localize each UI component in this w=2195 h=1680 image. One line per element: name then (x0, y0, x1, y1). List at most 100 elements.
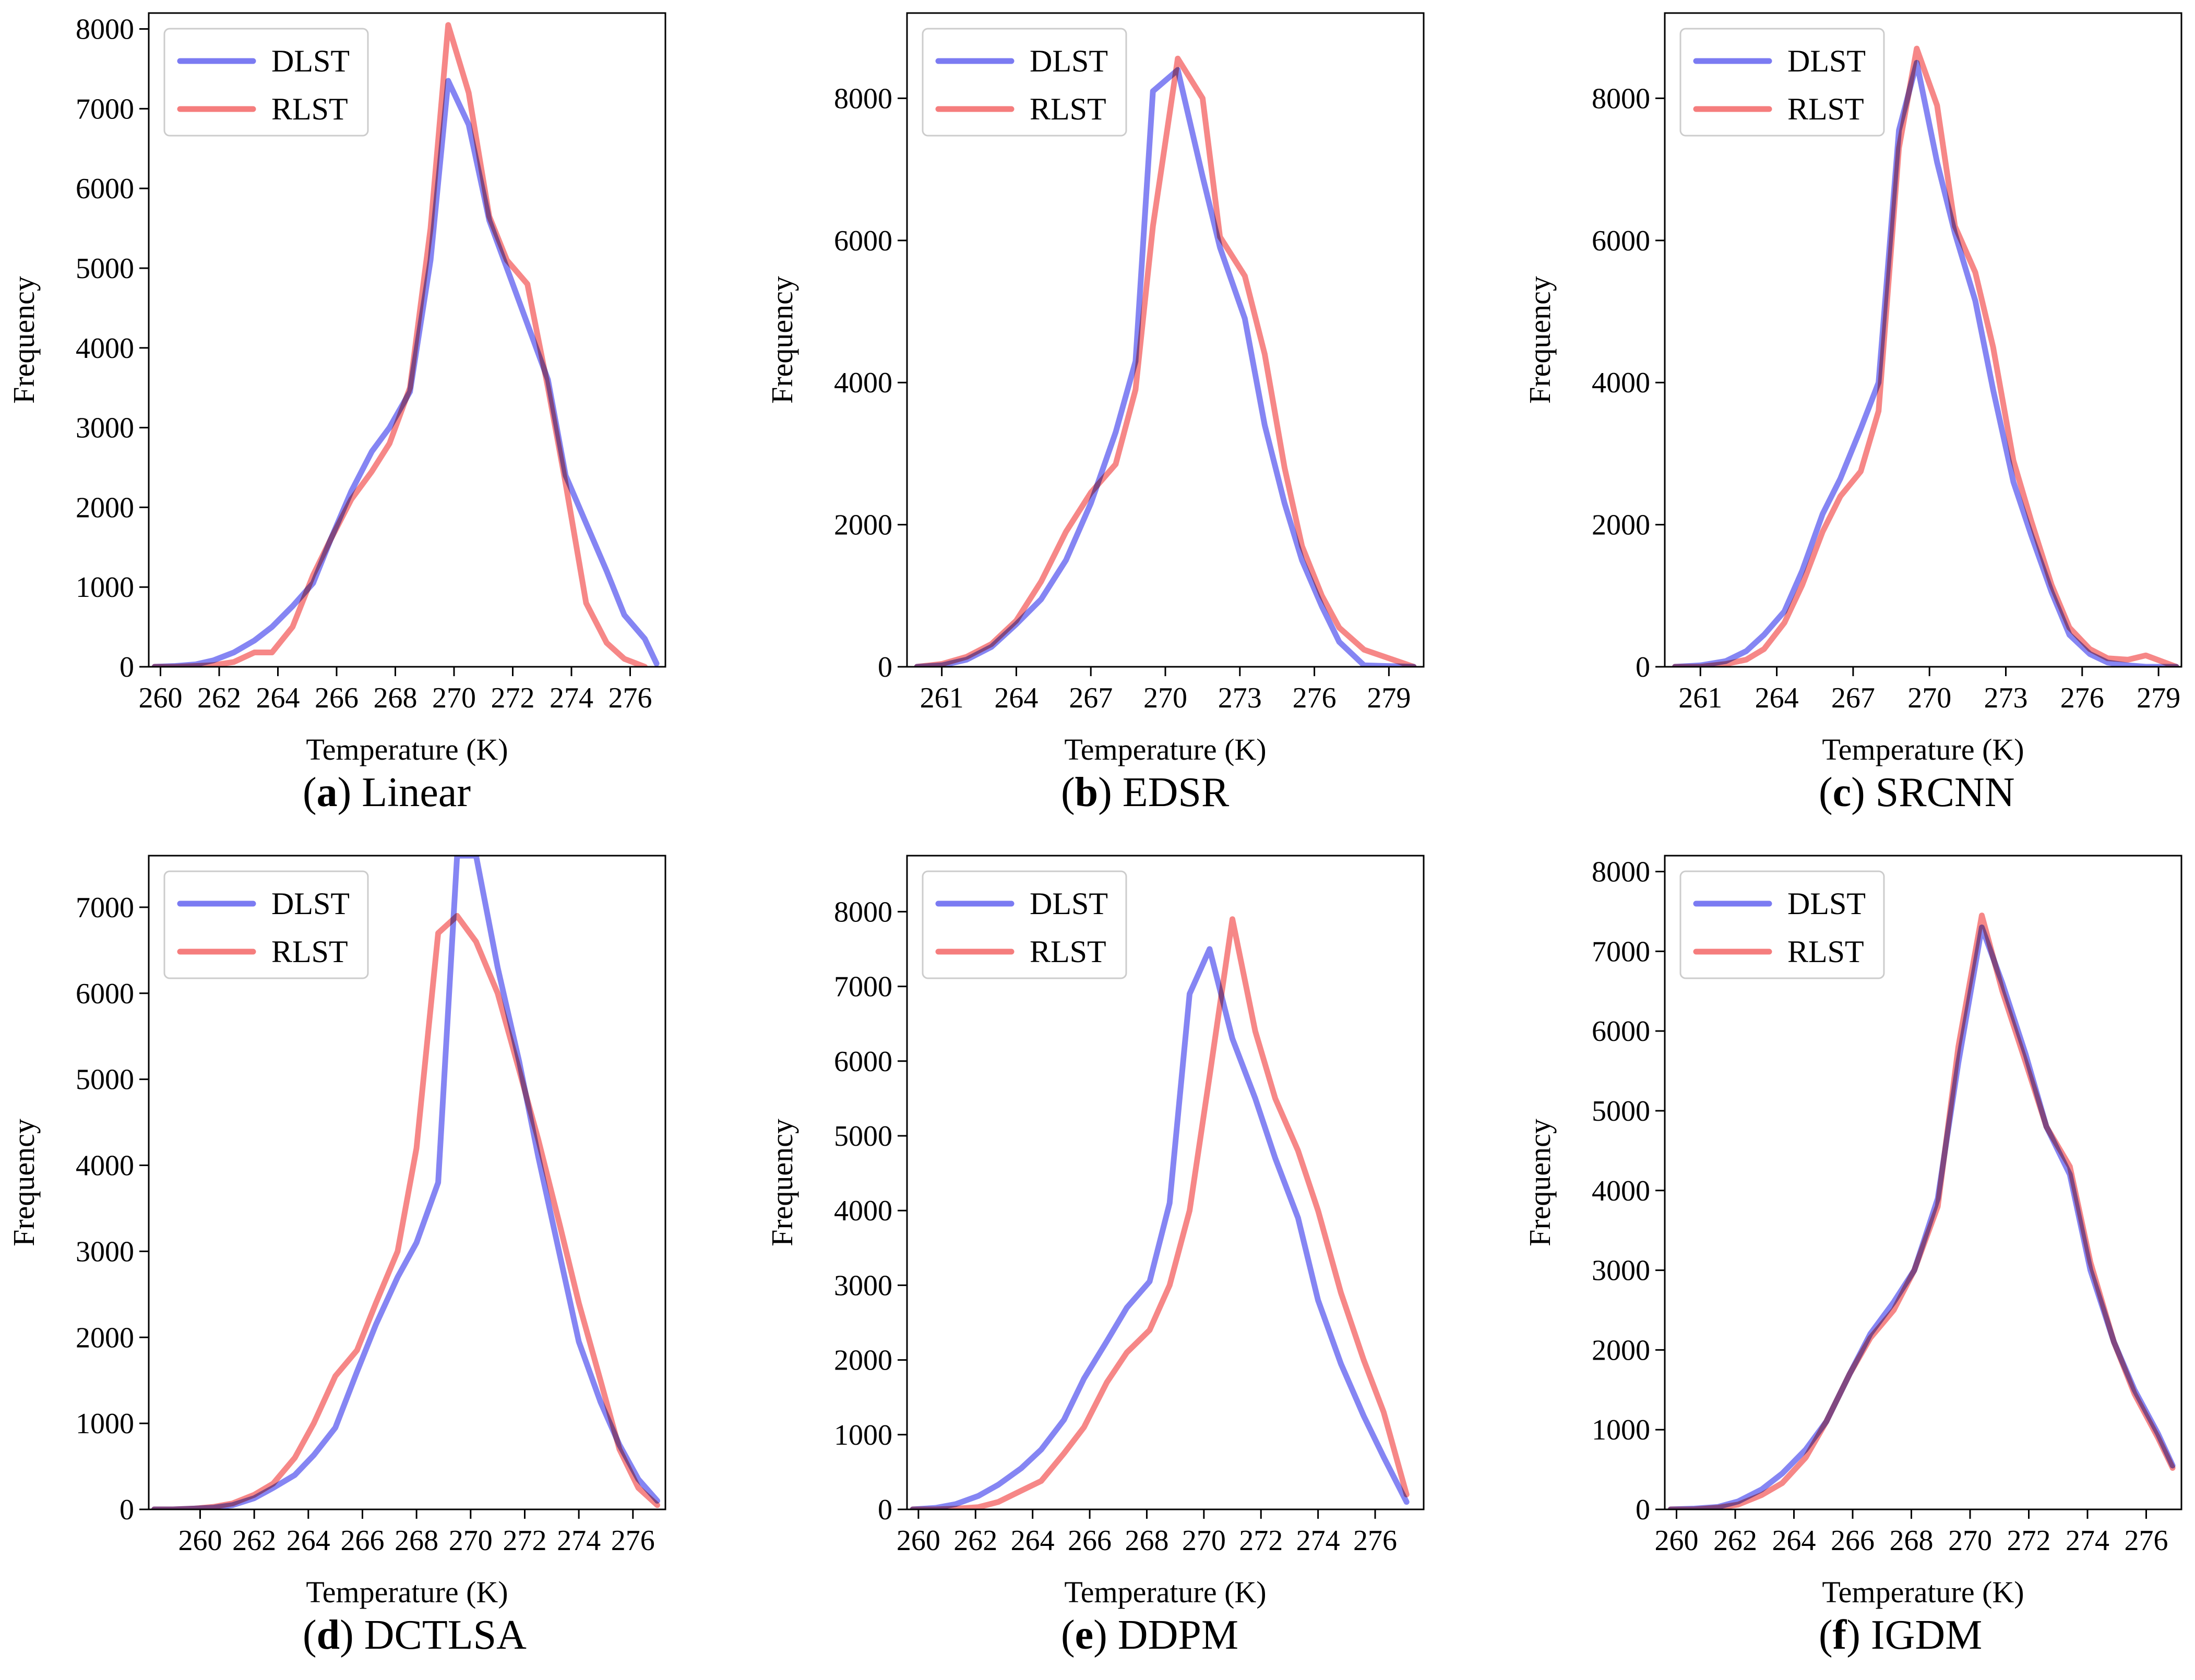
x-tick-label: 272 (2007, 1525, 2051, 1557)
x-tick-label: 264 (1755, 682, 1799, 714)
y-axis-label: Frequency (1523, 1119, 1557, 1246)
legend-label-dlst: DLST (1787, 886, 1866, 921)
y-tick-label: 6000 (1592, 225, 1650, 257)
series-line-rlst (914, 55, 1417, 667)
chart-panel-b: 261 264 267 270 273 276 279 0 2000 4000 6000 8000 Te… (765, 12, 1425, 815)
x-tick-label: 273 (1984, 682, 2027, 714)
series-line-rlst (910, 916, 1410, 1509)
y-tick-label: 6000 (834, 225, 892, 257)
legend-label-rlst: RLST (1030, 92, 1106, 126)
x-axis-label: Temperature (K) (1064, 733, 1266, 766)
y-tick-label: 6000 (1592, 1015, 1650, 1048)
legend-label-dlst: DLST (1030, 886, 1108, 921)
y-tick-label: 2000 (76, 1322, 134, 1354)
x-tick-label: 276 (609, 682, 652, 714)
x-tick-label: 268 (395, 1525, 438, 1557)
x-tick-label: 267 (1831, 682, 1875, 714)
legend-label-rlst: RLST (271, 934, 348, 969)
x-axis-label: Temperature (K) (1064, 1575, 1266, 1609)
y-tick-label: 0 (120, 651, 134, 683)
y-tick-label: 5000 (76, 1064, 134, 1096)
legend-label-dlst: DLST (1787, 44, 1866, 78)
series-line-dlst (910, 946, 1410, 1509)
y-tick-label: 8000 (76, 14, 134, 46)
x-tick-label: 270 (1143, 682, 1187, 714)
x-tick-label: 274 (2066, 1525, 2109, 1557)
x-tick-label: 279 (2137, 682, 2180, 714)
x-tick-label: 264 (994, 682, 1038, 714)
y-tick-label: 0 (120, 1494, 134, 1526)
x-tick-label: 276 (2060, 682, 2104, 714)
x-tick-label: 268 (374, 682, 417, 714)
series-line-dlst (1672, 59, 2179, 667)
y-tick-label: 8000 (834, 896, 892, 928)
x-tick-label: 266 (1831, 1525, 1875, 1557)
y-tick-label: 0 (1636, 1494, 1650, 1526)
chart-panel-f: 260 262 264 266 268 270 272 274 276 0 1000 2000 3000… (1523, 855, 2182, 1658)
y-tick-label: 8000 (1592, 856, 1650, 889)
x-tick-label: 266 (315, 682, 359, 714)
x-tick-label: 260 (178, 1525, 222, 1557)
x-tick-label: 270 (1182, 1525, 1226, 1557)
x-tick-label: 264 (1772, 1525, 1816, 1557)
y-tick-label: 6000 (834, 1046, 892, 1078)
chart-panel-a: 260 262 264 266 268 270 272 274 276 0 1000 2000 3000… (7, 12, 666, 815)
y-tick-label: 7000 (834, 971, 892, 1003)
y-axis-label: Frequency (765, 276, 799, 404)
series-line-rlst (1667, 913, 2176, 1509)
y-tick-label: 6000 (76, 173, 134, 205)
panel-caption: (a) Linear (303, 770, 471, 815)
panel-caption: (d) DCTLSA (303, 1612, 527, 1658)
y-tick-label: 7000 (76, 892, 134, 924)
x-tick-label: 264 (287, 1525, 330, 1557)
y-tick-label: 5000 (834, 1120, 892, 1153)
y-tick-label: 4000 (1592, 1175, 1650, 1207)
y-axis-label: Frequency (7, 1119, 41, 1246)
x-tick-label: 276 (2125, 1525, 2168, 1557)
x-tick-label: 272 (1239, 1525, 1283, 1557)
y-tick-label: 8000 (1592, 82, 1650, 115)
x-tick-label: 274 (1296, 1525, 1340, 1557)
x-tick-label: 276 (1293, 682, 1337, 714)
x-tick-label: 262 (1713, 1525, 1757, 1557)
x-tick-label: 272 (491, 682, 535, 714)
legend-label-rlst: RLST (271, 92, 348, 126)
x-tick-label: 276 (1353, 1525, 1397, 1557)
y-tick-label: 5000 (76, 253, 134, 285)
y-tick-label: 8000 (834, 82, 892, 115)
x-tick-label: 266 (1068, 1525, 1112, 1557)
x-tick-label: 270 (1907, 682, 1951, 714)
y-tick-label: 0 (1636, 651, 1650, 683)
x-tick-label: 270 (1948, 1525, 1992, 1557)
y-tick-label: 2000 (834, 1345, 892, 1377)
axes-frame (906, 855, 1425, 1510)
x-tick-label: 274 (550, 682, 593, 714)
y-tick-label: 7000 (76, 93, 134, 125)
x-axis-label: Temperature (K) (306, 733, 508, 766)
legend-label-dlst: DLST (271, 886, 350, 921)
y-tick-label: 4000 (76, 332, 134, 365)
y-axis-label: Frequency (765, 1119, 799, 1246)
x-tick-label: 270 (449, 1525, 493, 1557)
y-tick-label: 0 (878, 1494, 892, 1526)
x-tick-label: 267 (1069, 682, 1113, 714)
y-tick-label: 4000 (1592, 367, 1650, 399)
y-tick-label: 2000 (76, 491, 134, 524)
x-tick-label: 268 (1890, 1525, 1934, 1557)
y-axis-label: Frequency (7, 276, 41, 404)
legend-label-dlst: DLST (1030, 44, 1108, 78)
y-tick-label: 2000 (1592, 509, 1650, 542)
x-tick-label: 260 (139, 682, 183, 714)
axes-frame (148, 855, 666, 1510)
y-tick-label: 1000 (1592, 1414, 1650, 1446)
y-tick-label: 2000 (834, 509, 892, 542)
y-tick-label: 4000 (834, 367, 892, 399)
y-tick-label: 3000 (834, 1269, 892, 1302)
series-line-rlst (151, 22, 648, 667)
chart-panel-d: 260 262 264 266 268 270 272 274 276 0 1000 2000 3000… (7, 855, 666, 1658)
axes-frame (1664, 855, 2182, 1510)
x-tick-label: 266 (340, 1525, 384, 1557)
x-axis-label: Temperature (K) (1822, 1575, 2024, 1609)
y-tick-label: 3000 (76, 1235, 134, 1268)
x-tick-label: 264 (1011, 1525, 1055, 1557)
